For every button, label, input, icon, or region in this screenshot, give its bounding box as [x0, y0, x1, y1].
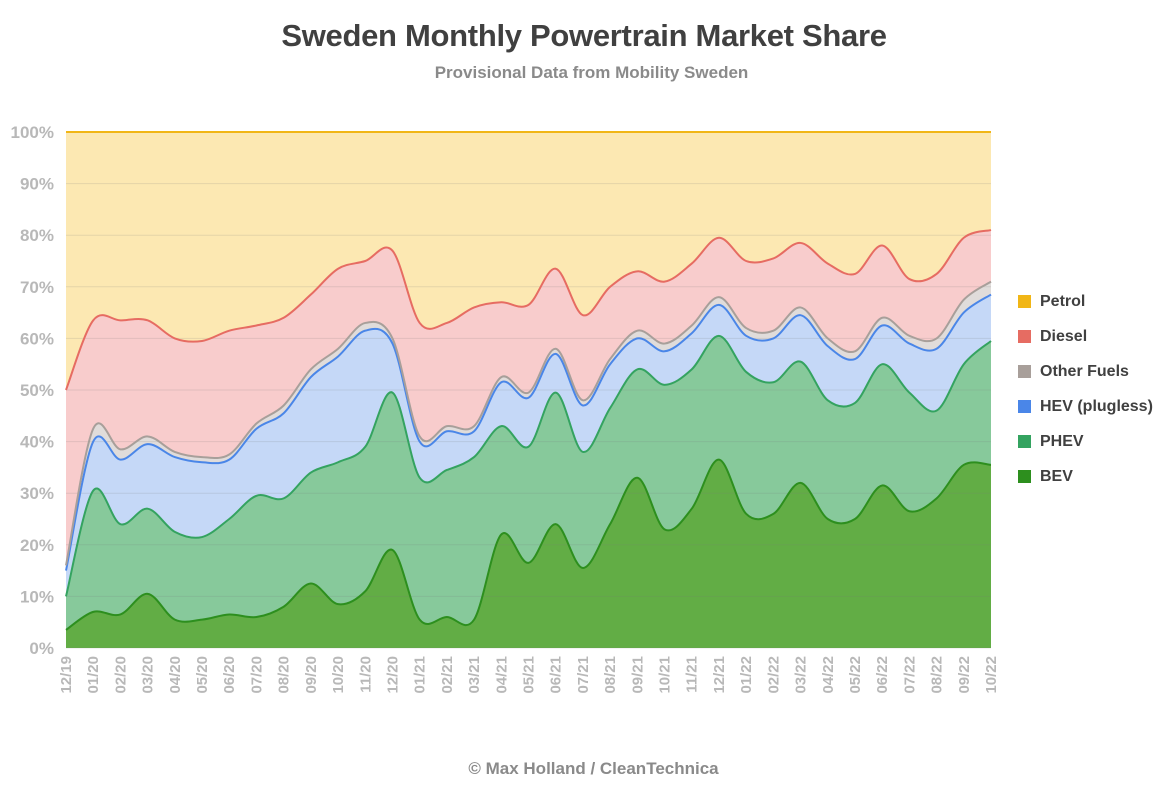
area-petrol [66, 132, 991, 390]
legend-swatch [1018, 470, 1031, 483]
y-tick-label: 20% [20, 536, 54, 555]
legend-item-petrol: Petrol [1018, 284, 1153, 319]
y-tick-label: 30% [20, 484, 54, 503]
x-tick-label: 08/21 [602, 656, 619, 694]
x-tick-label: 07/21 [575, 656, 592, 694]
legend-label: Petrol [1040, 292, 1086, 310]
x-tick-label: 09/20 [303, 656, 320, 694]
x-tick-label: 02/22 [765, 656, 782, 694]
x-tick-label: 12/20 [384, 656, 401, 694]
legend-label: Diesel [1040, 327, 1088, 345]
x-tick-label: 08/22 [929, 656, 946, 694]
chart-subtitle: Provisional Data from Mobility Sweden [434, 63, 749, 82]
y-tick-label: 70% [20, 278, 54, 297]
legend-swatch [1018, 330, 1031, 343]
series-line-other-fuels [65, 280, 992, 566]
x-tick-label: 02/21 [439, 656, 456, 694]
series-line-bev [65, 458, 992, 631]
legend-label: BEV [1040, 467, 1073, 485]
area-layer [66, 132, 991, 648]
area-bev [66, 459, 991, 648]
x-tick-label: 11/20 [357, 656, 374, 693]
area-phev [66, 335, 991, 630]
x-tick-label: 06/22 [874, 656, 891, 694]
y-tick-label: 50% [20, 381, 54, 400]
x-tick-label: 01/20 [85, 656, 102, 694]
x-tick-label: 06/20 [221, 656, 238, 694]
series-line-diesel [65, 229, 992, 391]
series-line-phev [65, 334, 992, 597]
x-tick-label: 05/20 [194, 656, 211, 694]
x-tick-label: 06/21 [548, 656, 565, 694]
legend-label: HEV (plugless) [1040, 397, 1153, 415]
x-tick-label: 07/20 [248, 656, 265, 694]
x-tick-label: 04/21 [493, 656, 510, 694]
area-diesel [66, 230, 991, 566]
x-axis: 12/19 01/20 02/20 03/20 04/20 05/20 06/20 07/20… [58, 656, 1000, 694]
legend-item-other-fuels: Other Fuels [1018, 354, 1153, 389]
x-tick-label: 03/20 [140, 656, 157, 694]
y-tick-label: 90% [20, 175, 54, 194]
legend-swatch [1018, 435, 1031, 448]
x-tick-label: 12/21 [711, 656, 728, 694]
x-tick-label: 03/21 [466, 656, 483, 694]
x-tick-label: 01/21 [412, 656, 429, 694]
legend-label: Other Fuels [1040, 362, 1129, 380]
x-tick-label: 09/22 [956, 656, 973, 694]
x-tick-label: 05/21 [521, 656, 538, 694]
x-tick-label: 10/21 [657, 656, 674, 694]
grid-layer [66, 131, 991, 649]
x-tick-label: 01/22 [738, 656, 755, 694]
x-tick-label: 04/22 [820, 656, 837, 694]
x-tick-label: 02/20 [112, 656, 129, 694]
x-tick-label: 11/21 [684, 656, 701, 693]
x-tick-label: 03/22 [793, 656, 810, 694]
legend-item-bev: BEV [1018, 459, 1153, 494]
series-line-layer [65, 131, 992, 631]
credit-text: © Max Holland / CleanTechnica [468, 759, 719, 778]
x-tick-label: 12/19 [58, 656, 75, 694]
x-tick-label: 09/21 [629, 656, 646, 694]
legend-swatch [1018, 400, 1031, 413]
legend-item-phev: PHEV [1018, 424, 1153, 459]
series-line-hev-plugless [65, 293, 992, 571]
area-hev-plugless [66, 294, 991, 597]
x-tick-label: 10/22 [983, 656, 1000, 694]
legend-swatch [1018, 295, 1031, 308]
y-tick-label: 80% [20, 226, 54, 245]
legend-label: PHEV [1040, 432, 1084, 450]
y-tick-label: 100% [11, 123, 54, 142]
chart-title: Sweden Monthly Powertrain Market Share [281, 18, 887, 53]
legend-item-diesel: Diesel [1018, 319, 1153, 354]
legend-item-hev-plugless: HEV (plugless) [1018, 389, 1153, 424]
x-tick-label: 07/22 [901, 656, 918, 694]
y-tick-label: 10% [20, 587, 54, 606]
legend: Petrol Diesel Other Fuels HEV (plugless) PHE… [1018, 284, 1153, 494]
y-tick-label: 60% [20, 329, 54, 348]
y-tick-label: 40% [20, 433, 54, 452]
legend-swatch [1018, 365, 1031, 378]
y-tick-label: 0% [29, 639, 54, 658]
x-tick-label: 04/20 [167, 656, 184, 694]
y-axis: 0% 10% 20% 30% 40% 50% 60% 70% 80% 90% 100% [11, 123, 54, 658]
x-tick-label: 10/20 [330, 656, 347, 694]
x-tick-label: 05/22 [847, 656, 864, 694]
x-tick-label: 08/20 [276, 656, 293, 694]
